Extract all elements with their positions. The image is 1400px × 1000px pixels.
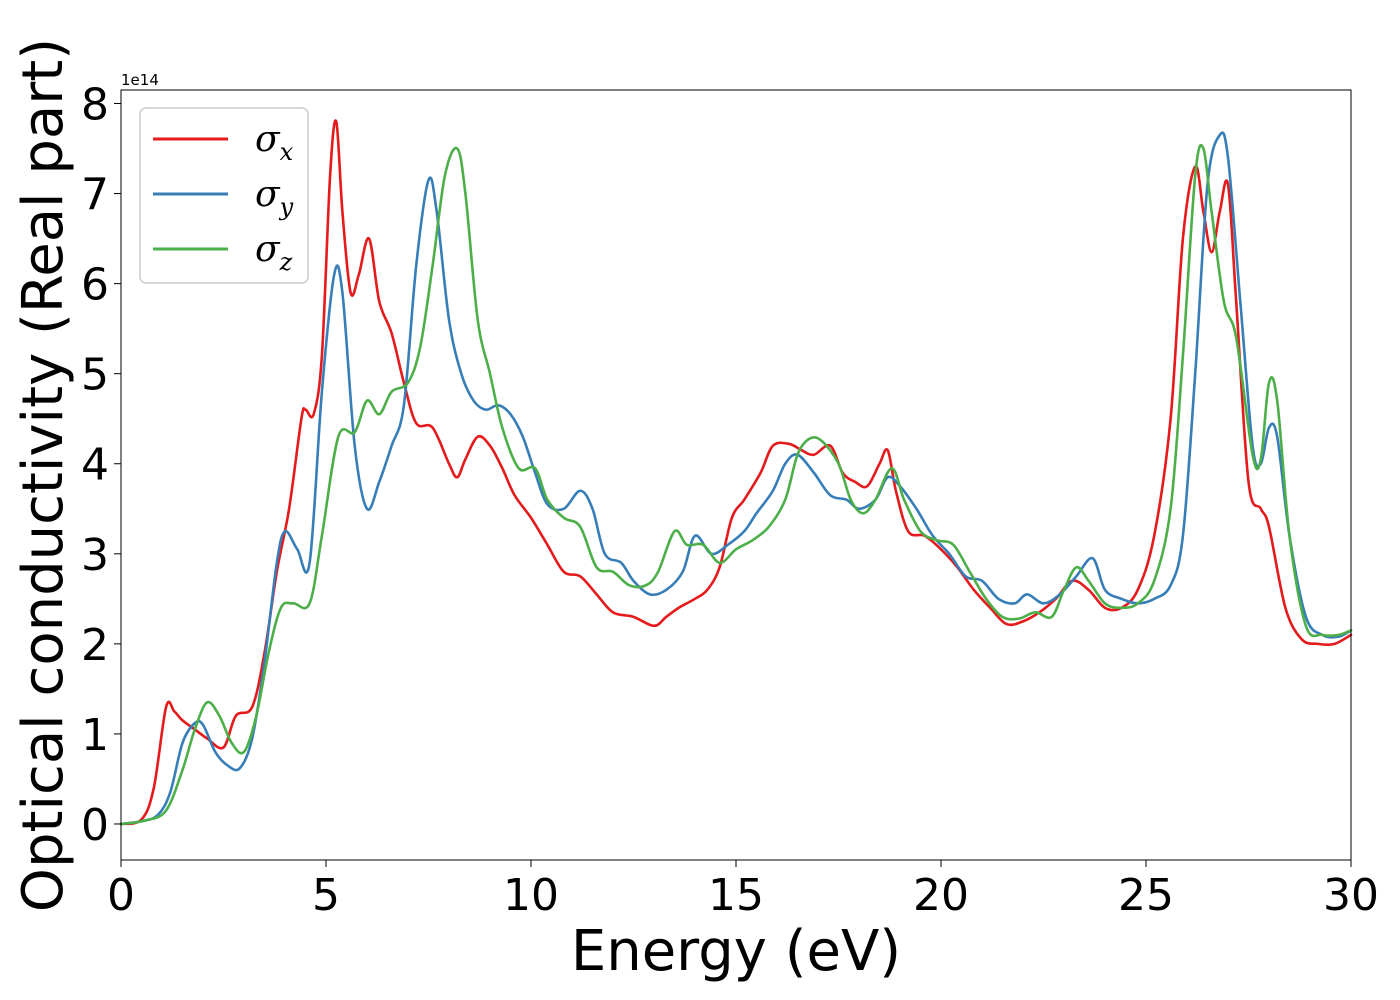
legend-label-z: σz — [255, 229, 293, 276]
legend: σx σy σz — [139, 107, 309, 284]
y-offset-label: 1e14 — [121, 71, 159, 89]
series-layer — [119, 119, 1353, 826]
tick-layer: 0 5 10 15 20 25 30 0 1 2 3 4 5 6 7 8 — [81, 80, 1379, 921]
y-tick-label: 2 — [81, 620, 109, 671]
y-tick-label: 5 — [81, 350, 109, 401]
x-tick-label: 10 — [503, 870, 559, 921]
y-tick-label: 3 — [81, 530, 109, 581]
x-tick-label: 0 — [107, 870, 135, 921]
series-line-z — [119, 144, 1353, 826]
y-tick-label: 7 — [81, 170, 109, 221]
y-tick-label: 6 — [81, 260, 109, 311]
x-tick-label: 30 — [1323, 870, 1379, 921]
x-tick-label: 20 — [913, 870, 969, 921]
y-tick-label: 4 — [81, 440, 109, 491]
x-tick-label: 25 — [1118, 870, 1174, 921]
legend-label-y: σy — [255, 174, 294, 221]
legend-label-x: σx — [255, 119, 294, 166]
series-line-x — [119, 119, 1353, 826]
x-tick-label: 15 — [708, 870, 764, 921]
y-tick-label: 1 — [81, 710, 109, 761]
y-axis-label: Optical conductivity (Real part) — [11, 38, 76, 912]
y-tick-label: 0 — [81, 800, 109, 851]
series-line-y — [119, 131, 1353, 826]
y-tick-label: 8 — [81, 80, 109, 131]
x-axis-label: Energy (eV) — [571, 919, 901, 984]
x-tick-label: 5 — [312, 870, 340, 921]
